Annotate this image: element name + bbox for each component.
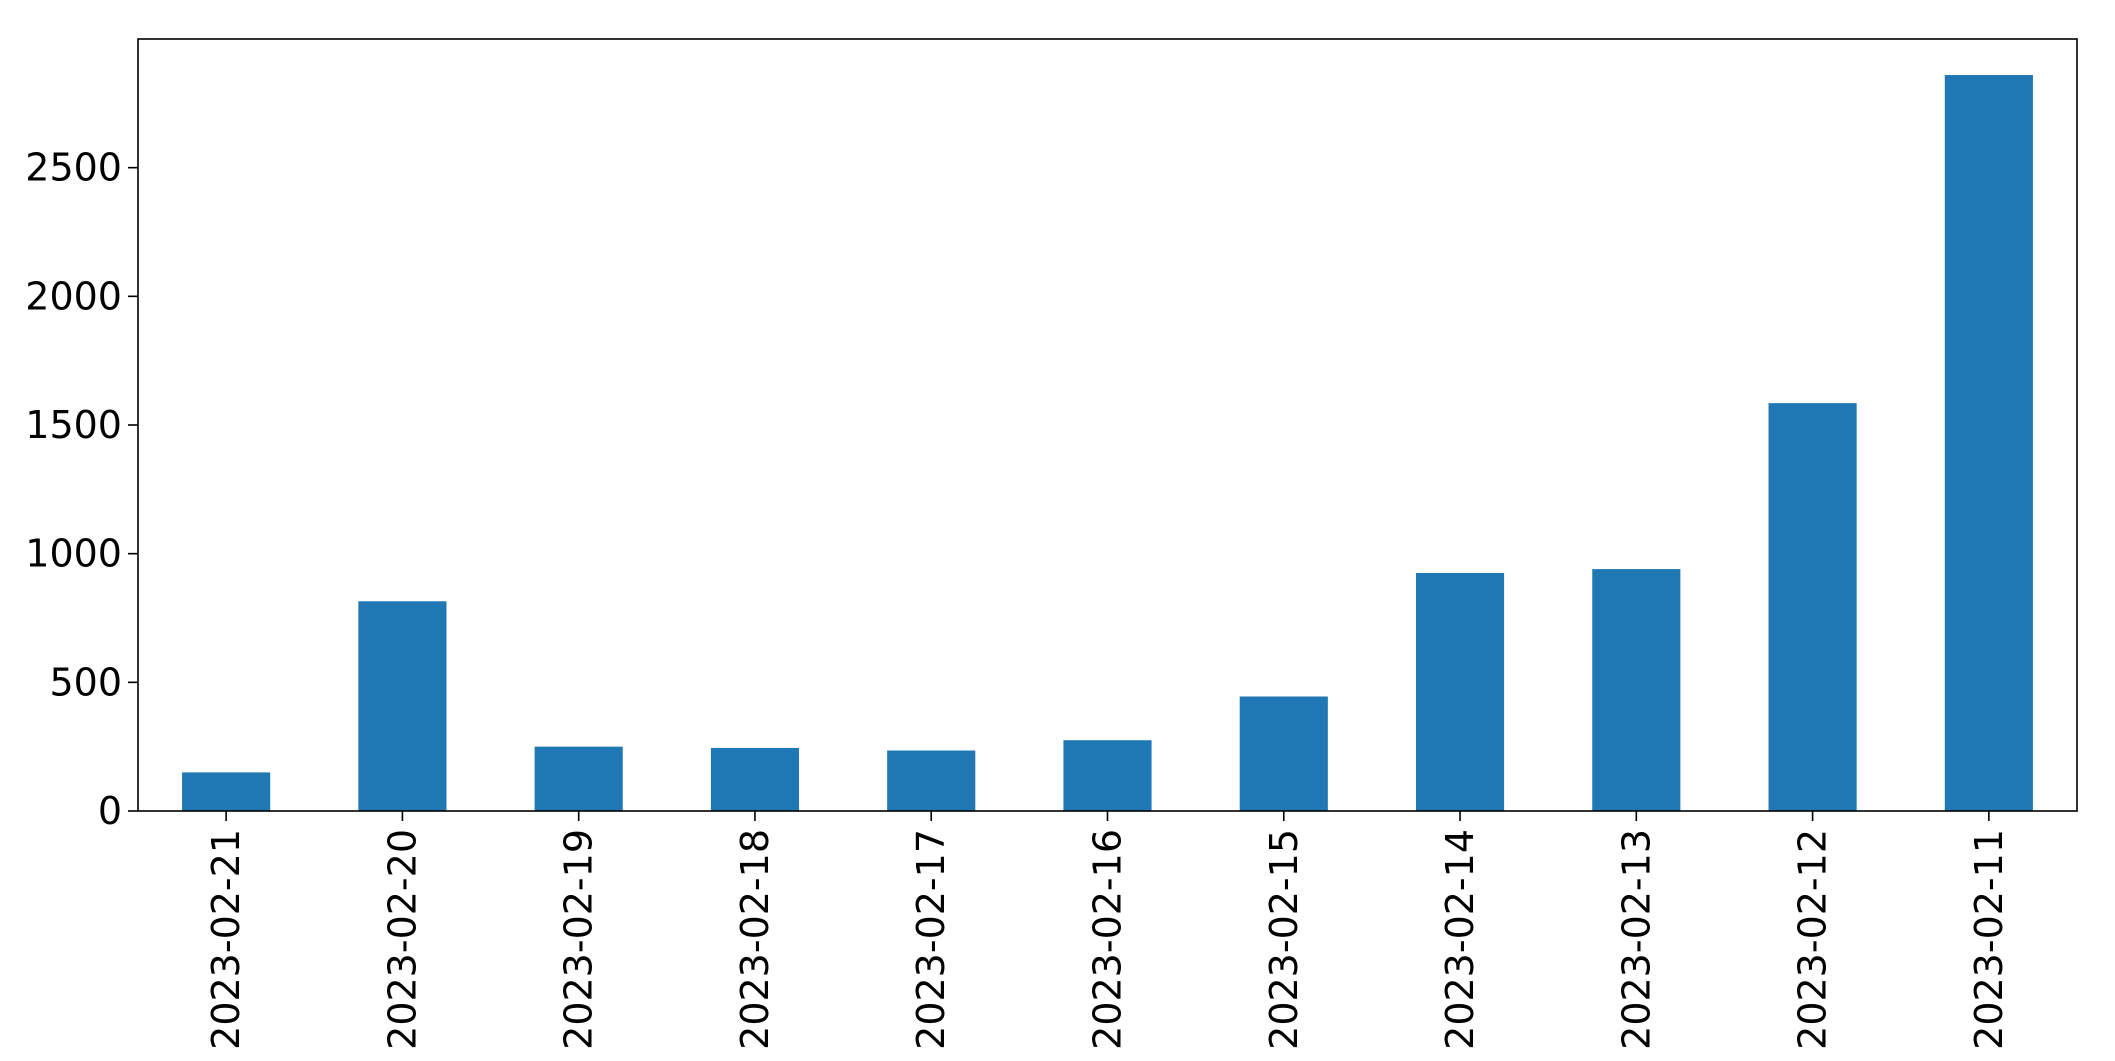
y-tick-label: 500 (49, 660, 122, 704)
bar-2023-02-19 (534, 746, 623, 811)
x-tick-label: 2023-02-20 (380, 829, 424, 1050)
y-tick-label: 2500 (25, 146, 122, 190)
y-axis: 0 500 1000 1500 2000 2500 (25, 146, 138, 833)
y-tick-label: 1000 (25, 532, 122, 576)
x-tick-label: 2023-02-18 (733, 829, 777, 1050)
x-tick-label: 2023-02-21 (204, 829, 248, 1050)
bar-2023-02-11 (1944, 75, 2033, 811)
plot-frame (137, 38, 2078, 812)
y-tick-label: 1500 (25, 403, 122, 447)
bars-layer (182, 75, 2033, 811)
bar-2023-02-13 (1592, 569, 1681, 811)
x-tick-label: 2023-02-15 (1262, 829, 1306, 1050)
bar-2023-02-14 (1415, 572, 1505, 811)
bar-2023-02-20 (358, 601, 447, 811)
x-tick-label: 2023-02-13 (1614, 829, 1658, 1050)
y-tick-label: 2000 (25, 274, 122, 318)
x-axis: 2023-02-21 2023-02-20 2023-02-19 2023-02-18… (204, 811, 2011, 1050)
y-tick-label: 0 (98, 789, 122, 833)
x-tick-label: 2023-02-14 (1438, 829, 1482, 1050)
x-tick-label: 2023-02-12 (1791, 829, 1835, 1050)
x-tick-label: 2023-02-16 (1086, 829, 1130, 1050)
x-tick-label: 2023-02-17 (909, 829, 953, 1050)
bar-2023-02-15 (1239, 696, 1328, 811)
bar-2023-02-17 (887, 750, 976, 811)
bar-2023-02-12 (1768, 403, 1857, 811)
x-tick-label: 2023-02-11 (1967, 829, 2011, 1050)
bar-2023-02-21 (182, 772, 271, 811)
bar-2023-02-18 (710, 747, 800, 811)
bar-2023-02-16 (1063, 740, 1152, 811)
x-tick-label: 2023-02-19 (557, 829, 601, 1050)
